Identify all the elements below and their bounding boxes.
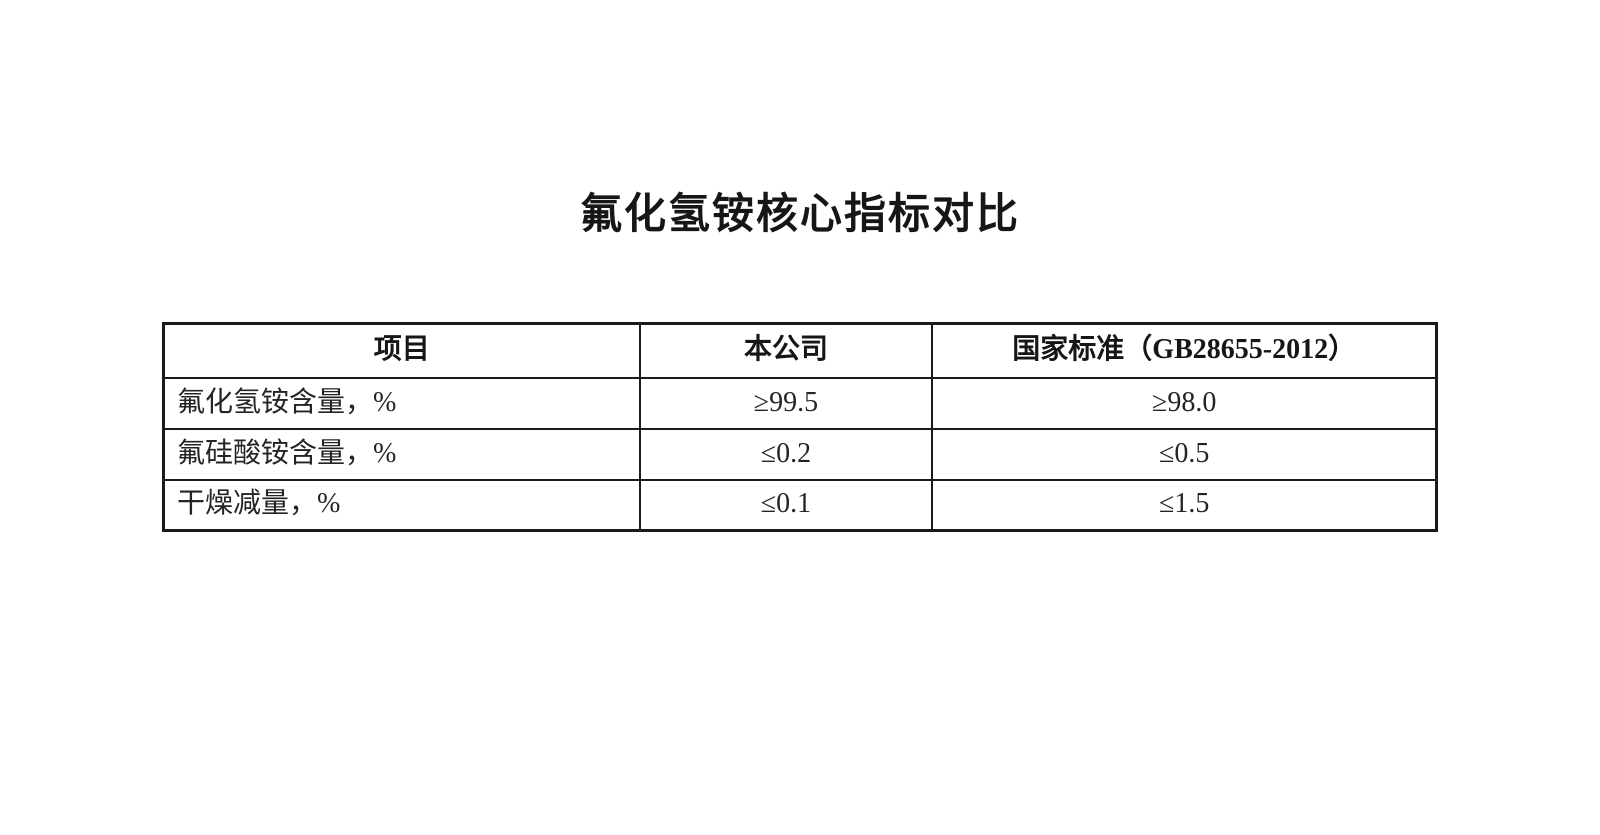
column-header-item: 项目	[162, 322, 641, 379]
page-title: 氟化氢铵核心指标对比	[579, 192, 1020, 238]
table-cell-item: 氟硅酸铵含量，%	[162, 427, 641, 481]
table-row: 干燥减量，% ≤0.1 ≤1.5	[162, 478, 1438, 532]
table-cell-standard-value: ≥98.0	[931, 376, 1438, 430]
table-row: 氟化氢铵含量，% ≥99.5 ≥98.0	[162, 376, 1438, 430]
table-cell-item: 氟化氢铵含量，%	[162, 376, 641, 430]
table-cell-standard-value: ≤1.5	[931, 478, 1438, 532]
spec-comparison-table: 项目 本公司 国家标准（GB28655-2012） 氟化氢铵含量，% ≥99.5…	[162, 322, 1438, 532]
table-cell-item: 干燥减量，%	[162, 478, 641, 532]
table-cell-standard-value: ≤0.5	[931, 427, 1438, 481]
column-header-company: 本公司	[638, 322, 934, 379]
table-row: 氟硅酸铵含量，% ≤0.2 ≤0.5	[162, 427, 1438, 481]
table-header-row: 项目 本公司 国家标准（GB28655-2012）	[162, 322, 1438, 379]
table-cell-company-value: ≤0.2	[638, 427, 934, 481]
table-cell-company-value: ≥99.5	[638, 376, 934, 430]
table-cell-company-value: ≤0.1	[638, 478, 934, 532]
column-header-national-standard: 国家标准（GB28655-2012）	[931, 322, 1438, 379]
